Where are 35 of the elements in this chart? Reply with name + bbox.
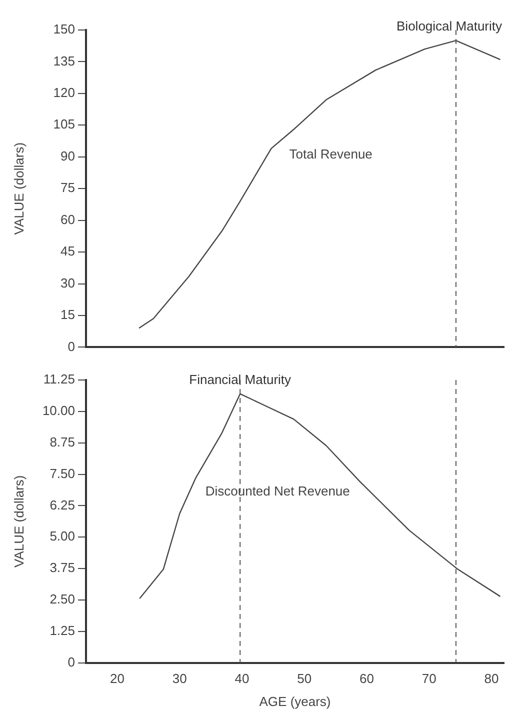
y-tick-label: 135 xyxy=(53,53,75,68)
y-tick-label: 0 xyxy=(68,338,75,354)
x-tick-label: 70 xyxy=(422,671,436,686)
y-tick-label: 0 xyxy=(68,654,75,670)
y-axis-title: VALUE (dollars) xyxy=(11,142,26,235)
y-tick-label: 90 xyxy=(60,148,75,164)
annotation: Financial Maturity xyxy=(189,372,292,387)
y-tick-label: 1.25 xyxy=(50,622,75,638)
y-tick-label: 30 xyxy=(60,275,75,290)
annotation: Biological Maturity xyxy=(396,18,502,34)
series-label: Total Revenue xyxy=(289,146,372,162)
y-axis-title: VALUE (dollars) xyxy=(11,475,26,568)
y-tick-label: 120 xyxy=(53,85,75,100)
y-tick-label: 6.25 xyxy=(50,497,75,512)
y-tick-label: 15 xyxy=(60,307,75,322)
y-tick-label: 150 xyxy=(53,22,75,37)
y-tick-label: 5.00 xyxy=(50,528,75,544)
y-tick-label: 105 xyxy=(53,116,75,132)
y-tick-label: 75 xyxy=(60,180,75,196)
x-tick-label: 80 xyxy=(484,671,499,686)
x-tick-label: 40 xyxy=(234,671,250,686)
x-tick-label: 30 xyxy=(172,671,187,686)
y-tick-label: 45 xyxy=(60,244,75,259)
x-tick-label: 20 xyxy=(110,671,124,686)
y-tick-label: 7.50 xyxy=(50,466,75,481)
series-label: Discounted Net Revenue xyxy=(205,484,350,499)
y-tick-label: 10.00 xyxy=(42,403,75,418)
y-tick-label: 2.50 xyxy=(50,592,75,607)
x-axis-title: AGE (years) xyxy=(259,694,331,709)
x-tick-label: 50 xyxy=(297,671,312,686)
y-tick-label: 3.75 xyxy=(50,560,75,576)
y-tick-label: 11.25 xyxy=(43,372,75,387)
y-tick-label: 8.75 xyxy=(50,434,75,450)
y-tick-label: 60 xyxy=(60,212,75,227)
x-tick-label: 60 xyxy=(360,671,374,686)
